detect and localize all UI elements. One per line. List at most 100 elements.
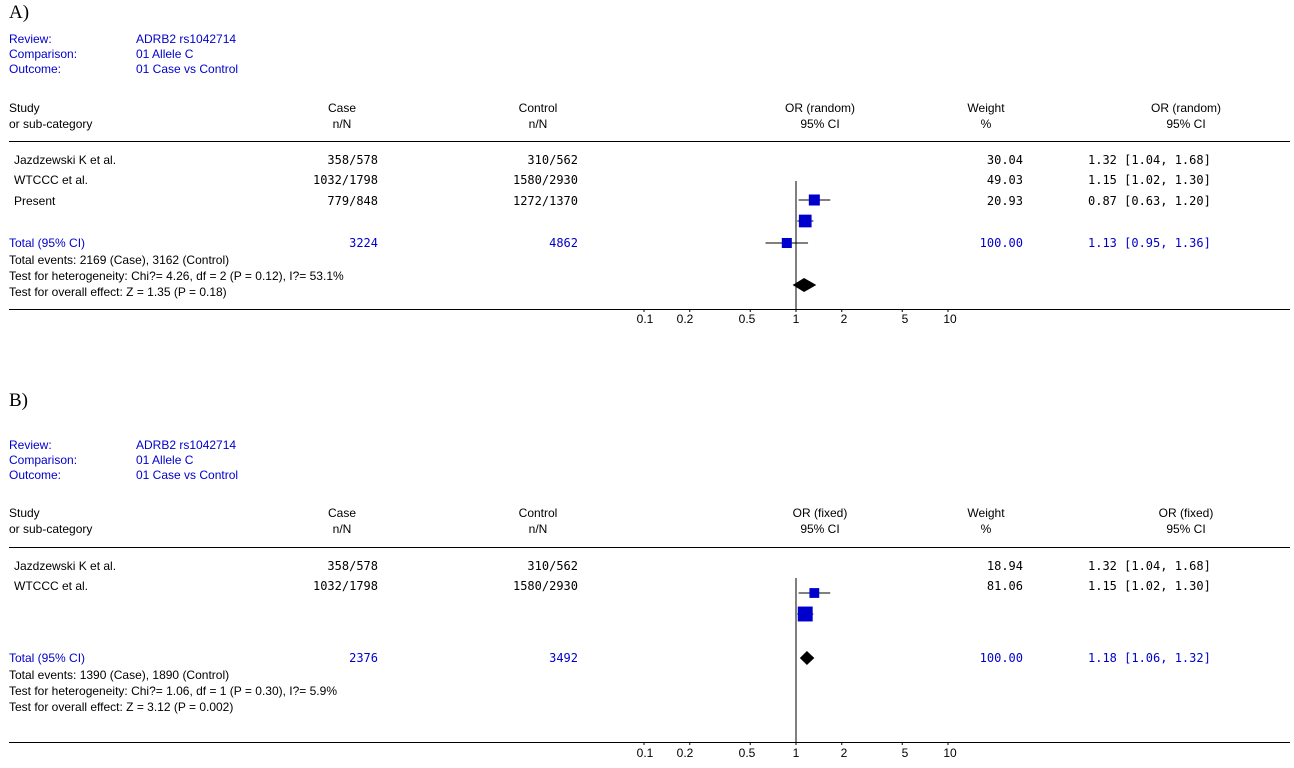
weight-header: Weight <box>967 506 1005 520</box>
study-header: Study <box>9 506 40 520</box>
pooled-diamond <box>792 278 817 292</box>
or-ci-value: 1.32 [1.04, 1.68] <box>1088 559 1211 573</box>
study-name: Jazdzewski K et al. <box>14 153 117 167</box>
study-header: Study <box>9 101 40 115</box>
or-ci-value: 0.87 [0.63, 1.20] <box>1088 194 1211 208</box>
review-label: Review: <box>9 32 52 46</box>
or-subheader: 95% CI <box>1166 117 1206 131</box>
study-marker <box>798 214 812 228</box>
x-tick-label: 0.5 <box>738 312 756 326</box>
x-tick-label: 2 <box>840 746 848 760</box>
panel-label: A) <box>9 2 30 23</box>
total-events-note: Total events: 2169 (Case), 3162 (Control… <box>9 253 230 267</box>
x-tick-label: 10 <box>943 312 957 326</box>
forest-plot-area <box>643 181 949 312</box>
case-value: 1032/1798 <box>312 579 378 593</box>
case-subheader: n/N <box>332 522 352 536</box>
study-subheader: or sub-category <box>9 522 93 536</box>
study-name: Present <box>14 194 56 208</box>
heterogeneity-note: Test for heterogeneity: Chi?= 1.06, df =… <box>9 684 337 698</box>
case-value: 779/848 <box>327 194 378 208</box>
weight-value: 49.03 <box>986 173 1023 187</box>
header-divider <box>9 141 1290 142</box>
total-or-ci: 1.13 [0.95, 1.36] <box>1088 236 1211 250</box>
header-divider <box>9 547 1290 548</box>
x-tick-label: 2 <box>840 312 848 326</box>
outcome-label: Outcome: <box>9 62 62 76</box>
plot-header: OR (fixed) <box>792 506 848 520</box>
plot-subheader: 95% CI <box>800 117 840 131</box>
case-header: Case <box>327 101 357 115</box>
comparison-value: 01 Allele C <box>136 453 194 467</box>
review-label: Review: <box>9 438 52 452</box>
total-events-note: Total events: 1390 (Case), 1890 (Control… <box>9 668 230 682</box>
study-marker <box>809 588 820 598</box>
outcome-label: Outcome: <box>9 468 62 482</box>
control-header: Control <box>518 101 558 115</box>
overall-effect-note: Test for overall effect: Z = 3.12 (P = 0… <box>9 700 234 714</box>
x-tick-label: 5 <box>901 312 909 326</box>
weight-subheader: % <box>980 117 992 131</box>
total-control: 3492 <box>549 651 578 665</box>
forest-plot-panel-a: A) Review: ADRB2 rs1042714 Comparison: 0… <box>0 0 1294 380</box>
x-tick-label: 0.2 <box>676 746 694 760</box>
total-label: Total (95% CI) <box>9 651 86 665</box>
total-weight: 100.00 <box>979 236 1023 250</box>
total-weight: 100.00 <box>979 651 1023 665</box>
x-tick-label: 10 <box>943 746 957 760</box>
panel-label: B) <box>9 390 28 411</box>
plot-subheader: 95% CI <box>800 522 840 536</box>
outcome-value: 01 Case vs Control <box>136 468 239 482</box>
x-tick-label: 1 <box>792 312 800 326</box>
control-header: Control <box>518 506 558 520</box>
outcome-value: 01 Case vs Control <box>136 62 239 76</box>
study-name: WTCCC et al. <box>14 173 89 187</box>
x-tick-label: 1 <box>792 746 800 760</box>
plot-header: OR (random) <box>784 101 856 115</box>
control-value: 310/562 <box>527 153 578 167</box>
forest-plot-area <box>643 578 949 745</box>
weight-value: 81.06 <box>986 579 1023 593</box>
total-case: 3224 <box>349 236 378 250</box>
weight-value: 20.93 <box>986 194 1023 208</box>
study-marker <box>781 237 792 249</box>
axis-divider <box>9 309 1290 310</box>
comparison-label: Comparison: <box>9 47 78 61</box>
study-marker <box>797 606 813 622</box>
total-label: Total (95% CI) <box>9 236 86 250</box>
study-name: Jazdzewski K et al. <box>14 559 117 573</box>
case-value: 358/578 <box>327 559 378 573</box>
or-header: OR (fixed) <box>1158 506 1214 520</box>
weight-value: 18.94 <box>986 559 1023 573</box>
forest-plot-panel-b: B) Review: ADRB2 rs1042714 Comparison: 0… <box>0 388 1294 768</box>
study-name: WTCCC et al. <box>14 579 89 593</box>
or-ci-value: 1.32 [1.04, 1.68] <box>1088 153 1211 167</box>
total-or-ci: 1.18 [1.06, 1.32] <box>1088 651 1211 665</box>
x-tick-label: 0.5 <box>738 746 756 760</box>
control-value: 1580/2930 <box>512 173 578 187</box>
pooled-diamond <box>799 651 815 665</box>
review-value: ADRB2 rs1042714 <box>136 32 237 46</box>
case-value: 358/578 <box>327 153 378 167</box>
comparison-label: Comparison: <box>9 453 78 467</box>
study-marker <box>808 194 820 206</box>
or-header: OR (random) <box>1150 101 1222 115</box>
or-ci-value: 1.15 [1.02, 1.30] <box>1088 173 1211 187</box>
or-ci-value: 1.15 [1.02, 1.30] <box>1088 579 1211 593</box>
review-value: ADRB2 rs1042714 <box>136 438 237 452</box>
x-tick-label: 0.1 <box>636 312 654 326</box>
x-tick-label: 5 <box>901 746 909 760</box>
total-control: 4862 <box>549 236 578 250</box>
control-subheader: n/N <box>528 117 548 131</box>
control-value: 1272/1370 <box>512 194 578 208</box>
control-subheader: n/N <box>528 522 548 536</box>
overall-effect-note: Test for overall effect: Z = 1.35 (P = 0… <box>9 285 227 299</box>
total-case: 2376 <box>349 651 378 665</box>
comparison-value: 01 Allele C <box>136 47 194 61</box>
control-value: 1580/2930 <box>512 579 578 593</box>
control-value: 310/562 <box>527 559 578 573</box>
case-header: Case <box>327 506 357 520</box>
or-subheader: 95% CI <box>1166 522 1206 536</box>
case-subheader: n/N <box>332 117 352 131</box>
weight-subheader: % <box>980 522 992 536</box>
